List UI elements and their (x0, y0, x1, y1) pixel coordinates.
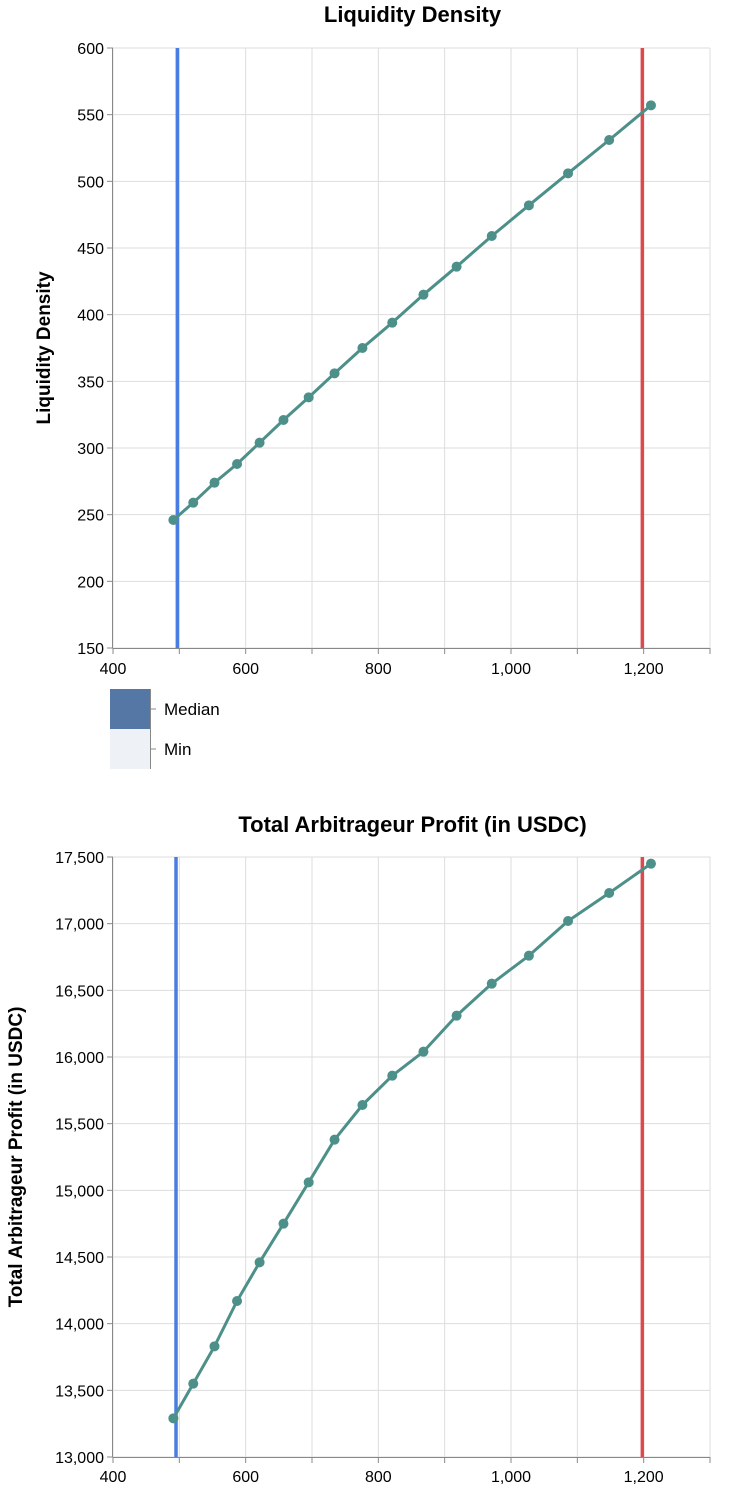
y-tick-label: 400 (77, 308, 104, 325)
y-tick-label: 15,500 (55, 1117, 104, 1134)
data-point[interactable] (523, 950, 534, 961)
x-tick-label: 400 (100, 1469, 127, 1486)
data-point[interactable] (451, 1010, 462, 1021)
y-tick-label: 350 (77, 374, 104, 391)
data-point[interactable] (563, 916, 574, 926)
data-point[interactable] (486, 231, 497, 241)
legend-swatch-median (110, 689, 150, 729)
x-tick-label: 1,000 (491, 661, 531, 678)
data-point[interactable] (303, 392, 314, 403)
data-point[interactable] (451, 261, 462, 272)
data-point[interactable] (168, 515, 179, 525)
legend-swatch-min (110, 729, 150, 769)
y-tick-label: 15,000 (55, 1183, 104, 1200)
data-point[interactable] (303, 1177, 314, 1188)
data-point[interactable] (387, 317, 398, 328)
y-tick-label: 16,000 (55, 1050, 104, 1067)
data-point[interactable] (254, 437, 265, 448)
y-tick-label: 600 (77, 41, 104, 58)
x-tick-label: 1,200 (624, 1469, 664, 1486)
y-tick-label: 550 (77, 108, 104, 125)
y-tick-label: 17,500 (55, 850, 104, 867)
data-point[interactable] (418, 289, 429, 300)
data-point[interactable] (645, 858, 656, 869)
y-tick-label: 300 (77, 441, 104, 458)
data-point[interactable] (209, 1341, 220, 1352)
y-tick-label: 500 (77, 174, 104, 191)
y-tick-label: 13,500 (55, 1383, 104, 1400)
y-tick-label: 16,500 (55, 983, 104, 1000)
data-point[interactable] (563, 168, 574, 179)
data-point[interactable] (357, 343, 368, 353)
data-point[interactable] (168, 1413, 179, 1424)
data-point[interactable] (604, 888, 615, 898)
y-tick-label: 17,000 (55, 917, 104, 934)
data-point[interactable] (418, 1046, 429, 1057)
data-point[interactable] (329, 1134, 340, 1145)
data-point[interactable] (188, 497, 199, 508)
data-point[interactable] (523, 200, 534, 211)
chart-panel-1: 400 600 800 1,000 1,200 150 200 250 300 350 400 450… (34, 2, 711, 769)
data-point[interactable] (209, 477, 220, 488)
series-line (172, 862, 652, 1420)
grid (112, 856, 711, 1458)
data-point[interactable] (329, 368, 340, 379)
x-tick-label: 600 (232, 661, 259, 678)
y-tick-label: 200 (77, 574, 104, 591)
legend-label-min: Min (164, 740, 191, 759)
grid (112, 47, 711, 649)
y-tick-label: 14,000 (55, 1317, 104, 1334)
x-tick-label: 600 (232, 1469, 259, 1486)
x-tick-label: 1,200 (624, 661, 664, 678)
x-tick-label: 400 (100, 661, 127, 678)
legend-label-median: Median (164, 700, 220, 719)
x-tick-label: 800 (365, 1469, 392, 1486)
legend: Median Min (110, 689, 220, 769)
y-tick-label: 13,000 (55, 1450, 104, 1467)
data-point[interactable] (387, 1070, 398, 1081)
x-tick-label: 1,000 (491, 1469, 531, 1486)
data-point[interactable] (232, 459, 243, 469)
data-point[interactable] (486, 978, 497, 989)
y-tick-label: 150 (77, 641, 104, 658)
series-line (172, 104, 652, 522)
data-point[interactable] (645, 100, 656, 111)
data-point[interactable] (188, 1378, 199, 1389)
y-tick-label: 14,500 (55, 1250, 104, 1267)
data-point[interactable] (278, 1218, 289, 1229)
x-tick-label: 800 (365, 661, 392, 678)
y-axis-title: Total Arbitrageur Profit (in USDC) (6, 1007, 27, 1308)
data-point[interactable] (254, 1257, 265, 1268)
y-tick-label: 450 (77, 241, 104, 258)
chart-panel-2: 400 600 800 1,000 1,200 13,000 13,500 14,000 14,… (6, 812, 711, 1486)
data-point[interactable] (278, 415, 289, 425)
chart-title: Total Arbitrageur Profit (in USDC) (238, 812, 586, 837)
y-tick-label: 250 (77, 508, 104, 525)
chart-title: Liquidity Density (324, 2, 502, 27)
data-point[interactable] (604, 135, 615, 145)
data-point[interactable] (232, 1296, 243, 1306)
data-point[interactable] (357, 1100, 368, 1110)
y-axis-title: Liquidity Density (34, 271, 55, 425)
